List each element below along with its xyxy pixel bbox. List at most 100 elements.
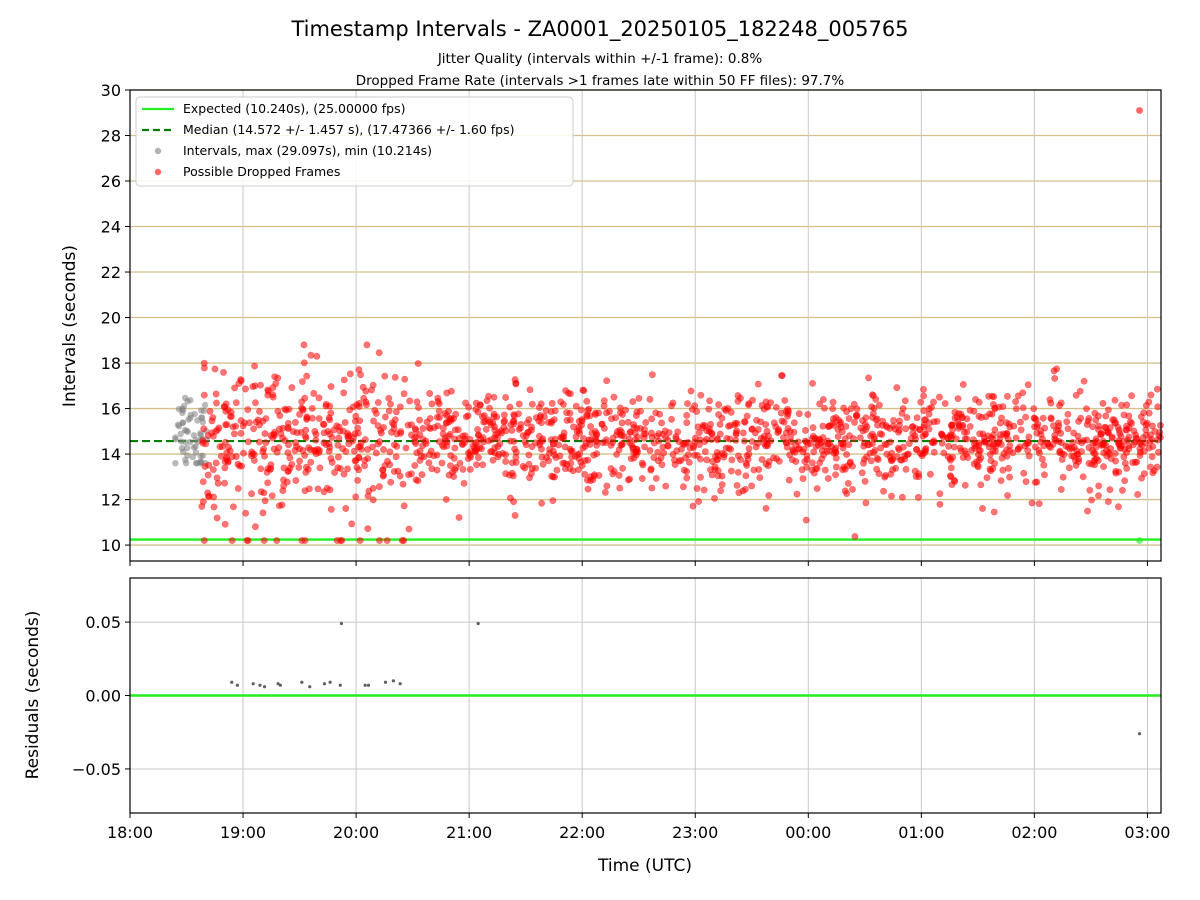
- dropped-frame-point: [209, 466, 217, 474]
- interval-point: [194, 417, 201, 424]
- dropped-frame-point: [308, 404, 316, 412]
- dropped-frame-point: [784, 407, 792, 415]
- dropped-frame-point: [381, 413, 389, 421]
- dropped-frame-point: [998, 454, 1006, 462]
- dropped-frame-point: [340, 376, 348, 384]
- interval-point: [178, 445, 186, 452]
- x-tick-label: 21:00: [446, 823, 492, 842]
- dropped-frame-point: [799, 475, 807, 483]
- dropped-frame-point: [935, 393, 943, 401]
- dropped-frame-point: [263, 468, 271, 476]
- dropped-frame-point: [1094, 492, 1102, 500]
- dropped-frame-point: [439, 424, 447, 432]
- top-y-axis-title: Intervals (seconds): [60, 245, 80, 407]
- top-y-tick-label: 22: [101, 263, 121, 282]
- dropped-frame-point: [1076, 387, 1084, 395]
- dropped-frame-point: [655, 430, 663, 438]
- dropped-frame-point: [285, 467, 293, 475]
- dropped-frame-point: [844, 479, 852, 487]
- dropped-frame-point: [455, 434, 463, 442]
- dropped-frame-point: [1142, 402, 1150, 410]
- legend-dropped-swatch: [154, 168, 162, 176]
- dropped-frame-point: [280, 464, 288, 472]
- dropped-frame-point: [845, 441, 853, 449]
- dropped-frame-point: [435, 407, 443, 415]
- dropped-frame-point: [762, 504, 770, 512]
- dropped-frame-point: [201, 463, 209, 471]
- dropped-frame-point: [535, 404, 543, 412]
- dropped-frame-point: [407, 421, 415, 429]
- dropped-frame-point: [697, 473, 705, 481]
- dropped-frame-point: [377, 429, 385, 437]
- dropped-frame-point: [841, 465, 849, 473]
- dropped-frame-point: [242, 509, 250, 517]
- dropped-frame-point: [700, 486, 708, 494]
- dropped-frame-point: [338, 537, 346, 545]
- dropped-frame-point: [1149, 469, 1157, 477]
- dropped-frame-point: [947, 464, 955, 472]
- dropped-frame-point: [763, 440, 771, 448]
- dropped-frame-point: [314, 485, 322, 493]
- dropped-frame-point: [303, 414, 311, 422]
- dropped-frame-point: [723, 434, 731, 442]
- dropped-frame-point: [978, 413, 986, 421]
- dropped-frame-point: [690, 442, 698, 450]
- dropped-frame-point: [867, 457, 875, 465]
- dropped-frame-point: [740, 437, 748, 445]
- dropped-frame-point: [548, 399, 556, 407]
- dropped-frame-point: [821, 466, 829, 474]
- dropped-frame-point: [681, 454, 689, 462]
- dropped-frame-point: [1124, 436, 1132, 444]
- dropped-frame-point: [216, 443, 224, 451]
- dropped-frame-point: [326, 430, 334, 438]
- dropped-frame-point: [848, 485, 856, 493]
- dropped-frame-point: [660, 449, 668, 457]
- dropped-frame-point: [1006, 473, 1014, 481]
- dropped-frame-point: [889, 455, 897, 463]
- dropped-frame-point: [406, 397, 414, 405]
- dropped-frame-point: [255, 407, 263, 415]
- dropped-frame-point: [861, 477, 869, 485]
- legend: Expected (10.240s), (25.00000 fps) Media…: [135, 96, 574, 187]
- dropped-frame-point: [1031, 414, 1039, 422]
- dropped-frame-point: [741, 485, 749, 493]
- interval-point: [183, 444, 191, 452]
- residual-point: [262, 685, 267, 689]
- dropped-frame-point: [732, 431, 740, 439]
- dropped-frame-point: [1122, 426, 1130, 434]
- dropped-frame-point: [926, 470, 934, 478]
- dropped-frame-point: [250, 450, 258, 458]
- dropped-frame-point: [825, 440, 833, 448]
- dropped-frame-point: [950, 443, 958, 451]
- dropped-frame-point: [342, 505, 350, 513]
- dropped-frame-point: [727, 408, 735, 416]
- dropped-frame-point: [271, 373, 279, 381]
- dropped-frame-point: [913, 414, 921, 422]
- dropped-frame-point: [416, 416, 424, 424]
- residual-point: [328, 680, 332, 684]
- dropped-frame-point: [322, 441, 330, 449]
- dropped-frame-point: [658, 461, 666, 469]
- dropped-frame-point: [559, 434, 567, 442]
- dropped-frame-point: [647, 429, 655, 437]
- dropped-frame-point: [1153, 385, 1161, 393]
- dropped-frame-point: [538, 499, 546, 507]
- dropped-frame-point: [737, 456, 745, 464]
- dropped-frame-point: [961, 481, 969, 489]
- dropped-frame-point: [627, 455, 635, 463]
- dropped-frame-point: [1118, 401, 1126, 409]
- dropped-frame-point: [221, 464, 229, 472]
- dropped-frame-point: [901, 397, 909, 405]
- dropped-frame-point: [359, 383, 367, 391]
- dropped-frame-point: [448, 468, 456, 476]
- dropped-frame-point: [911, 467, 919, 475]
- dropped-frame-point: [832, 448, 840, 456]
- dropped-frame-point: [748, 482, 756, 490]
- dropped-frame-point: [566, 409, 574, 417]
- dropped-frame-point: [990, 508, 998, 516]
- dropped-frame-point: [974, 463, 982, 471]
- dropped-frame-point: [863, 453, 871, 461]
- dropped-frame-point: [793, 490, 801, 498]
- dropped-frame-point: [268, 492, 276, 500]
- dropped-frame-point: [1099, 399, 1107, 407]
